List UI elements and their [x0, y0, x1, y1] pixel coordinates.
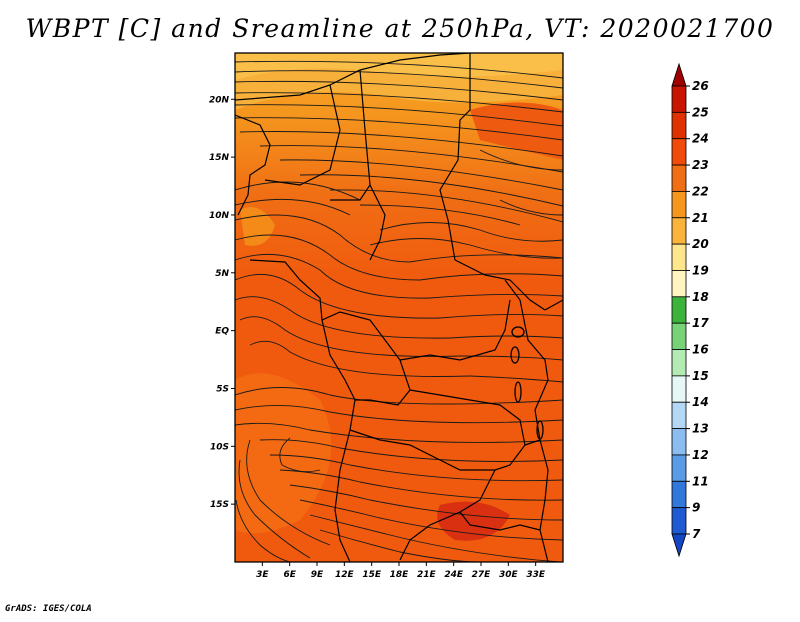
warm-patch-south: [437, 501, 510, 541]
colorbar-segment: [671, 138, 687, 166]
lat-tick-label: 5S: [216, 384, 229, 394]
lon-tick-label: 21E: [417, 570, 437, 580]
lon-tick-label: 3E: [256, 570, 269, 580]
colorbar-label: 19: [692, 263, 709, 277]
lon-tick-label: 12E: [335, 570, 355, 580]
lat-tick-label: 5N: [215, 269, 229, 279]
colorbar-label: 22: [692, 184, 709, 198]
colorbar-label: 18: [692, 290, 709, 304]
lat-tick-label: 15S: [210, 500, 229, 510]
colorbar-label: 9: [692, 501, 700, 515]
lon-tick-label: 6E: [283, 570, 296, 580]
colorbar-label: 20: [692, 237, 709, 251]
colorbar: 26 25 24 23 22 21 20 19 18 17 16 15 14 13 12 11 9 7: [671, 62, 709, 558]
colorbar-label: 14: [692, 395, 709, 409]
lat-tick-label: 10N: [209, 211, 230, 221]
colorbar-segment: [671, 401, 687, 429]
colorbar-label: 21: [692, 211, 709, 225]
lat-tick-label: 15N: [209, 153, 230, 163]
colorbar-label: 7: [692, 527, 701, 541]
warm-patch-ne: [470, 102, 563, 160]
colorbar-segment: [671, 270, 687, 298]
colorbar-segment: [671, 243, 687, 271]
longitude-axis: 3E 6E 9E 12E 15E 18E 21E 24E 27E 30E 33E: [256, 562, 546, 580]
map-title: WBPT [C] and Sreamline at 250hPa, VT: 20…: [25, 14, 775, 43]
lat-tick-label: 20N: [209, 95, 230, 105]
colorbar-segment: [671, 62, 687, 87]
colorbar-segment: [671, 349, 687, 377]
colorbar-segment: [671, 507, 687, 535]
cool-patch-sw: [235, 373, 332, 534]
colorbar-segment: [671, 164, 687, 192]
lon-tick-label: 15E: [362, 570, 382, 580]
colorbar-label: 16: [692, 343, 709, 357]
colorbar-segment: [671, 85, 687, 113]
colorbar-segment: [671, 480, 687, 509]
lon-tick-label: 9E: [311, 570, 324, 580]
lat-tick-label: 10S: [210, 442, 229, 452]
cool-patch-north-edge: [235, 53, 563, 80]
colorbar-label: 12: [692, 448, 709, 462]
colorbar-segment: [671, 322, 687, 350]
colorbar-segment: [671, 533, 687, 558]
lakes: [510, 326, 544, 440]
grads-credit: GrADS: IGES/COLA: [5, 604, 92, 614]
cool-patch-west: [240, 207, 275, 246]
colorbar-label: 13: [692, 422, 709, 436]
colorbar-label: 26: [692, 79, 709, 93]
colorbar-segment: [671, 454, 687, 482]
lon-tick-label: 24E: [444, 570, 464, 580]
lon-tick-label: 27E: [472, 570, 492, 580]
colorbar-label: 17: [692, 316, 709, 330]
colorbar-segment: [671, 375, 687, 403]
colorbar-label: 23: [692, 158, 709, 172]
colorbar-segment: [671, 428, 687, 456]
colorbar-segment: [671, 111, 687, 140]
colorbar-label: 25: [692, 105, 709, 119]
colorbar-segment: [671, 217, 687, 245]
latitude-axis: 20N 15N 10N 5N EQ 5S 10S 15S: [209, 95, 235, 510]
lon-tick-label: 30E: [499, 570, 519, 580]
map-panel: 20N 15N 10N 5N EQ 5S 10S 15S 3E 6E 9E 12E 15E 18E 21E…: [209, 52, 564, 580]
streamlines: [235, 60, 563, 562]
colorbar-label: 11: [692, 474, 709, 488]
lon-tick-label: 18E: [390, 570, 410, 580]
lat-tick-label: EQ: [215, 327, 229, 337]
country-borders: [235, 53, 563, 562]
lon-tick-label: 33E: [526, 570, 546, 580]
colorbar-segment: [671, 191, 687, 219]
colorbar-segment: [671, 296, 687, 324]
colorbar-label: 24: [692, 132, 709, 146]
colorbar-label: 15: [692, 369, 709, 383]
